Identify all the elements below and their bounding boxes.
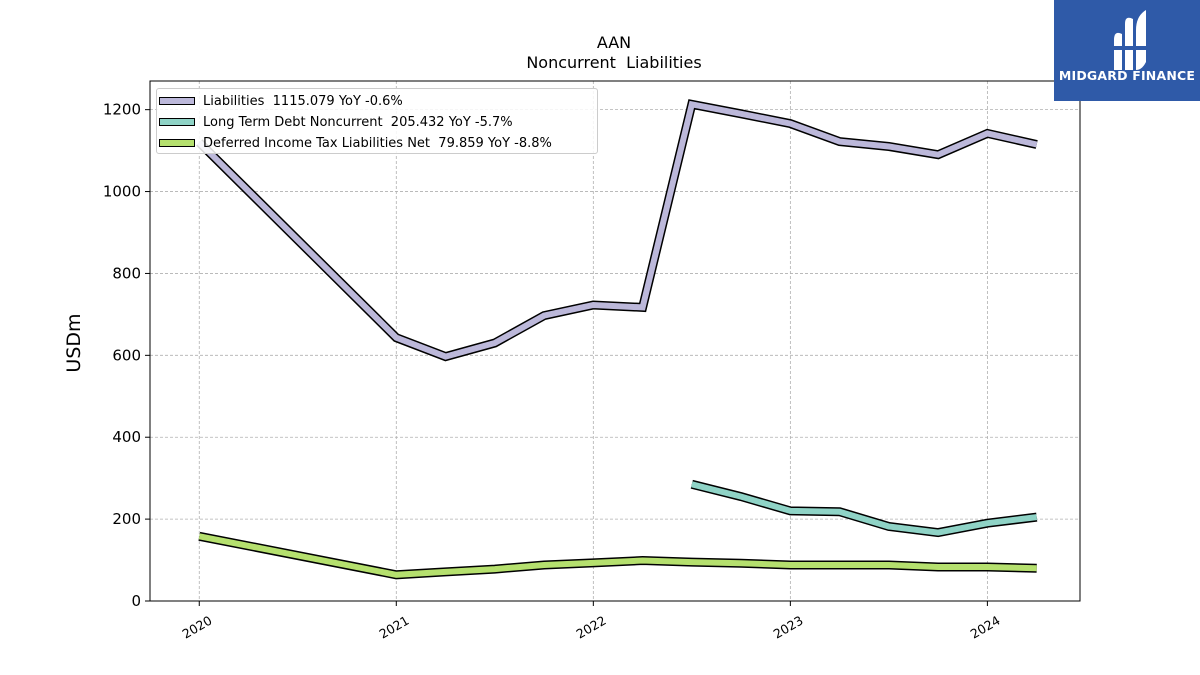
y-tick-label: 1000 xyxy=(103,183,141,201)
legend: Liabilities 1115.079 YoY -0.6% Long Term… xyxy=(156,88,598,154)
y-tick-label: 200 xyxy=(112,510,141,528)
x-tick-label: 2023 xyxy=(771,613,806,642)
legend-swatch-deferred-tax xyxy=(159,139,195,147)
chart-subtitle: Noncurrent Liabilities xyxy=(526,53,701,72)
legend-label-long-term-debt: Long Term Debt Noncurrent 205.432 YoY -5… xyxy=(203,114,513,130)
legend-label-liabilities: Liabilities 1115.079 YoY -0.6% xyxy=(203,93,403,109)
logo-mark-icon xyxy=(1110,10,1148,70)
y-tick-label: 0 xyxy=(131,592,141,610)
y-axis-label: USDm xyxy=(63,313,85,372)
legend-item-deferred-tax: Deferred Income Tax Liabilities Net 79.8… xyxy=(159,133,552,153)
logo-text: MIDGARD FINANCE xyxy=(1058,68,1196,83)
legend-swatch-long-term-debt xyxy=(159,118,195,126)
brand-logo: MIDGARD FINANCE xyxy=(1054,0,1200,101)
series-line-0 xyxy=(197,100,1038,360)
x-tick-label: 2022 xyxy=(574,613,609,642)
plot-frame xyxy=(149,80,1081,602)
x-tick-label: 2020 xyxy=(179,613,214,642)
y-tick-label: 800 xyxy=(112,264,141,282)
y-tick-label: 400 xyxy=(112,428,141,446)
chart-grid xyxy=(150,81,1080,602)
chart-series xyxy=(196,99,1038,580)
series-line-2 xyxy=(198,533,1037,578)
chart-title: AAN xyxy=(597,33,631,52)
legend-item-long-term-debt: Long Term Debt Noncurrent 205.432 YoY -5… xyxy=(159,112,513,132)
series-line-1 xyxy=(691,481,1038,536)
x-tick-label: 2021 xyxy=(377,613,412,642)
x-tick-label: 2024 xyxy=(968,613,1003,642)
y-tick-label: 600 xyxy=(112,346,141,364)
y-tick-label: 1200 xyxy=(103,101,141,119)
legend-label-deferred-tax: Deferred Income Tax Liabilities Net 79.8… xyxy=(203,135,552,151)
legend-item-liabilities: Liabilities 1115.079 YoY -0.6% xyxy=(159,91,403,111)
series-outline-2 xyxy=(198,531,1037,580)
legend-swatch-liabilities xyxy=(159,97,195,105)
